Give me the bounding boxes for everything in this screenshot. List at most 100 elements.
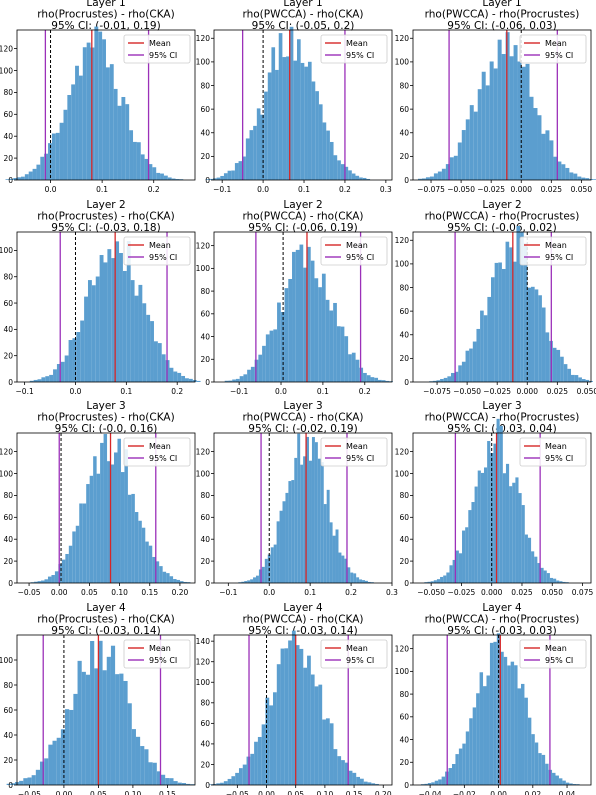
histogram-bar [512,482,516,583]
histogram-bar [540,567,544,583]
histogram-bar [56,364,61,382]
y-tick-label: 80 [3,681,13,690]
histogram-bar [443,377,448,382]
histogram-bar [212,178,217,180]
histogram-bar [338,552,342,583]
x-tick-label: 0.050 [542,588,564,597]
legend-ci-label: 95% CI [149,656,177,665]
histogram-bar [94,26,99,180]
x-tick-label: −0.025 [477,185,505,194]
histogram-bar [307,61,312,180]
y-tick-label: 120 [196,241,211,250]
x-tick-label: 0.10 [111,588,128,597]
y-tick-label: 100 [395,58,410,67]
histogram-bar [545,332,550,382]
panel-title-line: 95% CI: (-0.03, 0.18) [51,222,160,234]
histogram-bar [318,287,322,382]
histogram-bar [127,494,132,583]
histogram-bar [44,153,49,180]
legend: Mean 95% CI [519,34,587,64]
x-tick-label: 0.20 [172,588,189,597]
legend-ci-label: 95% CI [545,656,573,665]
histogram-bar [362,580,365,583]
histogram-bar [507,665,511,785]
x-tick-label: 0.15 [346,790,363,795]
histogram-bar [111,258,116,382]
histogram-bar [125,104,130,180]
histogram-bar [487,441,491,583]
histogram-bar [75,65,79,180]
histogram-bar [79,503,83,583]
histogram-bar [521,505,525,583]
histogram-bar [100,442,104,583]
histogram-bar [177,782,182,785]
axes-frame [16,231,196,383]
histogram-bar [520,231,524,382]
histogram-bar [157,343,162,382]
histogram-bar [476,328,481,382]
histogram-bar [294,457,298,583]
histogram-bar [119,673,124,785]
histogram-bar [556,580,560,583]
histogram-bar [29,380,34,382]
y-tick-label: 100 [196,469,211,478]
legend-ci-label: 95% CI [545,51,573,60]
histogram-bar [231,170,235,180]
histogram-bar [487,296,492,382]
histogram-bar [68,340,73,382]
histogram-bar [205,179,210,180]
histogram-bar [86,42,91,180]
histogram-bar [41,580,45,583]
y-tick-label: 0 [8,176,13,185]
legend: Mean 95% CI [519,639,587,669]
histogram-bar [250,366,255,382]
histogram-bar [36,164,41,180]
histogram-bar [474,486,478,583]
y-tick-label: 60 [200,105,210,114]
histogram-bar [80,320,85,382]
x-tick-label: 0.00 [56,790,73,795]
histogram-bar [278,33,283,180]
y-tick-label: 60 [200,513,210,522]
histogram-bar [245,138,250,180]
y-tick-label: 120 [395,236,410,245]
histogram-bar [326,489,330,583]
histogram-bar [549,577,554,583]
histogram-bar [524,534,528,583]
histogram-bar [500,651,504,785]
histogram-bar [140,746,145,785]
histogram-bar [472,707,477,785]
histogram-bar [231,776,236,785]
histogram-bar [107,461,111,583]
histogram-bar [427,581,431,583]
panel-title-line: rho(PWCCA) - rho(CKA) [242,614,363,626]
axes-frame [16,29,196,181]
x-tick-label: 0.1 [298,185,310,194]
panel-title-line: 95% CI: (-0.0, 0.16) [55,423,158,435]
histogram-bar [573,173,578,180]
histogram-bar [256,108,261,180]
x-tick-label: 0.050 [577,387,596,396]
histogram-bar [98,31,103,180]
y-tick-label: 20 [200,557,210,566]
y-tick-label: 100 [0,66,13,75]
histogram-bar [238,161,243,180]
histogram-bar [275,69,279,180]
histogram-bar [441,776,446,785]
histogram-bar [102,670,107,785]
histogram-bar [107,249,112,382]
histogram-bar [571,374,575,382]
histogram-bar [417,178,422,180]
histogram-bar [23,778,28,785]
y-tick-label: 120 [196,658,211,667]
panel-title-line: 95% CI: (-0.01, 0.19) [51,20,160,32]
histogram-bar [110,645,116,785]
histogram-bar [559,581,563,583]
legend-mean-label: Mean [149,39,171,48]
histogram-bar [276,521,280,583]
histogram-bar [578,377,582,382]
histogram-bar [493,443,497,583]
y-tick-label: 40 [3,325,13,334]
